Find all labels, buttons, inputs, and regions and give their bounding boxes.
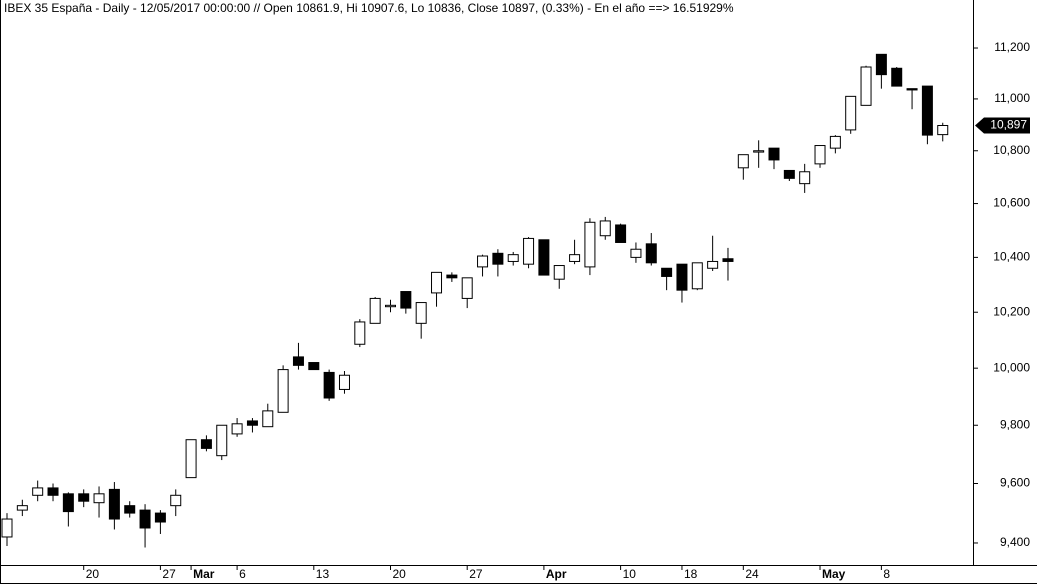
candle-body <box>246 420 258 426</box>
candle-body <box>400 291 412 309</box>
candle-body <box>431 271 443 294</box>
candle-body <box>277 369 289 413</box>
x-tick-label: 8 <box>883 567 890 581</box>
candle-body <box>814 145 826 165</box>
y-tick-label: 10,400 <box>993 250 1030 264</box>
last-price-label: 10,897 <box>990 118 1027 132</box>
candle-body <box>16 505 28 511</box>
candle-body <box>753 150 765 153</box>
candle-body <box>553 265 565 280</box>
candle-body <box>354 321 366 345</box>
candle-body <box>599 220 611 237</box>
last-price-marker <box>975 117 1030 134</box>
candle-body <box>584 221 596 268</box>
candle-body <box>569 254 581 262</box>
candle-body <box>722 258 734 262</box>
candle-body <box>108 488 120 520</box>
candle-body <box>93 493 105 504</box>
candle-body <box>200 439 212 449</box>
candle-body <box>308 362 320 371</box>
x-tick-label: Apr <box>546 567 567 581</box>
candle-body <box>185 439 197 479</box>
candle-body <box>921 85 933 136</box>
candle-body <box>124 505 136 514</box>
candle-body <box>477 255 489 268</box>
candle-body <box>78 493 90 502</box>
y-tick-label: 10,000 <box>993 360 1030 374</box>
candle-body <box>691 262 703 290</box>
candle-body <box>385 304 396 308</box>
candle-body <box>829 135 841 149</box>
y-tick-label: 10,200 <box>993 304 1030 318</box>
candle-body <box>47 487 59 496</box>
candle-body <box>369 297 381 324</box>
candle-body <box>415 302 427 324</box>
candle-body <box>461 277 473 299</box>
candle-body <box>523 237 535 265</box>
candle-body <box>845 95 857 131</box>
y-tick-label: 11,200 <box>994 40 1030 54</box>
candle-body <box>891 67 903 87</box>
candle-body <box>1 518 13 538</box>
candle-body <box>799 171 811 185</box>
y-tick-label: 9,800 <box>1000 417 1030 431</box>
candle-body <box>154 512 166 523</box>
candle-body <box>538 239 550 276</box>
candle-body <box>875 53 887 76</box>
y-tick-label: 10,600 <box>993 196 1030 210</box>
candle-body <box>338 374 350 390</box>
candle-body <box>768 147 780 161</box>
x-tick-label: 10 <box>623 567 637 581</box>
candle-body <box>262 410 274 428</box>
x-tick-label: 13 <box>316 567 330 581</box>
x-tick-label: May <box>822 567 846 581</box>
candle-body <box>707 260 719 269</box>
y-tick-label: 11,000 <box>994 91 1030 105</box>
chart-title: IBEX 35 España - Daily - 12/05/2017 00:0… <box>4 1 734 15</box>
x-tick-label: 24 <box>745 567 759 581</box>
candle-body <box>661 267 673 277</box>
candle-body <box>446 274 458 279</box>
candle-body <box>507 254 519 262</box>
candle-body <box>231 423 243 435</box>
x-tick-label: 18 <box>684 567 698 581</box>
candle-body <box>860 66 872 106</box>
candle-body <box>62 493 74 513</box>
candle-body <box>783 169 795 179</box>
candle-body <box>737 154 749 169</box>
x-tick-label: 6 <box>239 567 246 581</box>
candle-body <box>937 124 949 136</box>
y-tick-label: 10,800 <box>993 143 1030 157</box>
candle-body <box>32 487 44 496</box>
candle-body <box>292 356 304 366</box>
candle-body <box>630 248 642 258</box>
y-tick-label: 9,600 <box>1000 476 1030 490</box>
x-tick-label: 20 <box>393 567 407 581</box>
candle-body <box>492 252 504 265</box>
candle-body <box>906 88 918 91</box>
candle-body <box>170 494 182 507</box>
x-tick-label: 27 <box>469 567 483 581</box>
x-tick-label: Mar <box>193 567 215 581</box>
candle-body <box>323 371 335 399</box>
candle-body <box>216 424 228 457</box>
candle-body <box>139 509 151 529</box>
candle-body <box>615 224 627 243</box>
candle-body <box>645 243 657 264</box>
x-tick-label: 27 <box>162 567 176 581</box>
x-tick-label: 20 <box>86 567 100 581</box>
candle-body <box>676 263 688 291</box>
y-tick-label: 9,400 <box>1000 535 1030 549</box>
